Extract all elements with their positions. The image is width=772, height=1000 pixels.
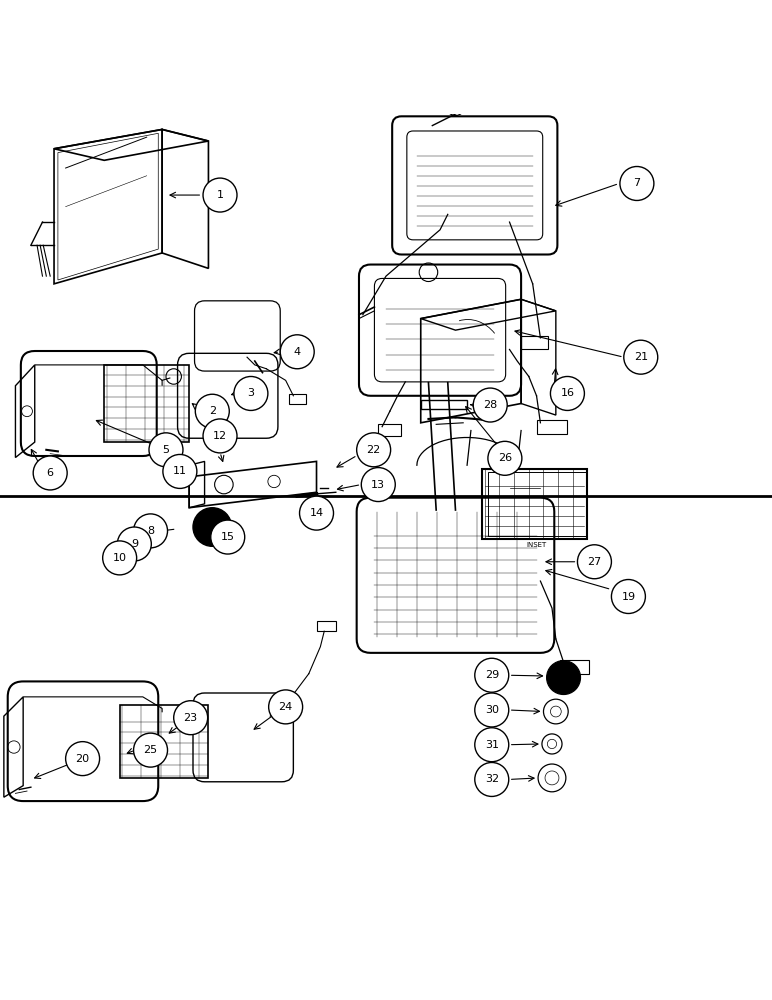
Bar <box>488 472 586 536</box>
Circle shape <box>611 580 645 613</box>
Text: 10: 10 <box>113 553 127 563</box>
Circle shape <box>149 433 183 467</box>
Bar <box>290 394 306 403</box>
Bar <box>104 365 189 442</box>
Circle shape <box>475 693 509 727</box>
Circle shape <box>163 454 197 488</box>
Circle shape <box>33 456 67 490</box>
Circle shape <box>473 388 507 422</box>
Text: 26: 26 <box>498 453 512 463</box>
Text: 22: 22 <box>367 445 381 455</box>
Circle shape <box>577 545 611 579</box>
Text: 15: 15 <box>221 532 235 542</box>
Text: 20: 20 <box>76 754 90 764</box>
Circle shape <box>134 733 168 767</box>
Text: 1: 1 <box>216 190 224 200</box>
Text: 28: 28 <box>483 400 497 410</box>
Circle shape <box>193 508 232 546</box>
Circle shape <box>203 178 237 212</box>
Bar <box>560 660 589 674</box>
Text: 23: 23 <box>184 713 198 723</box>
Text: 27: 27 <box>587 557 601 567</box>
Circle shape <box>547 661 581 695</box>
Circle shape <box>195 394 229 428</box>
Text: 2: 2 <box>208 406 216 416</box>
Circle shape <box>203 419 237 453</box>
Text: 32: 32 <box>485 774 499 784</box>
Circle shape <box>134 514 168 548</box>
Text: 29: 29 <box>485 670 499 680</box>
Text: 5: 5 <box>162 445 170 455</box>
Text: 19: 19 <box>621 591 635 601</box>
Circle shape <box>550 376 584 410</box>
Bar <box>510 477 540 492</box>
Circle shape <box>357 433 391 467</box>
Bar <box>120 705 208 778</box>
Circle shape <box>66 742 100 776</box>
Bar <box>378 424 401 436</box>
Text: 30: 30 <box>485 705 499 715</box>
Circle shape <box>300 496 334 530</box>
Circle shape <box>475 728 509 762</box>
Circle shape <box>620 166 654 200</box>
Bar <box>521 336 548 349</box>
Bar <box>482 469 587 539</box>
Text: 11: 11 <box>173 466 187 476</box>
Text: 13: 13 <box>371 480 385 490</box>
Circle shape <box>475 658 509 692</box>
Text: 14: 14 <box>310 508 323 518</box>
Text: 24: 24 <box>279 702 293 712</box>
Circle shape <box>103 541 137 575</box>
Circle shape <box>475 762 509 796</box>
Circle shape <box>211 520 245 554</box>
Text: 7: 7 <box>633 178 641 188</box>
Circle shape <box>234 376 268 410</box>
Text: 16: 16 <box>560 388 574 398</box>
Text: 31: 31 <box>485 740 499 750</box>
Circle shape <box>269 690 303 724</box>
Bar <box>537 420 567 434</box>
Circle shape <box>488 441 522 475</box>
Text: 6: 6 <box>46 468 54 478</box>
Circle shape <box>280 335 314 369</box>
Circle shape <box>174 701 208 735</box>
Bar <box>317 621 336 631</box>
Text: INSET: INSET <box>527 542 547 548</box>
Text: 3: 3 <box>247 388 255 398</box>
Text: 8: 8 <box>147 526 154 536</box>
Circle shape <box>117 527 151 561</box>
Text: 4: 4 <box>293 347 301 357</box>
Text: 9: 9 <box>130 539 138 549</box>
Circle shape <box>624 340 658 374</box>
Text: 12: 12 <box>213 431 227 441</box>
Circle shape <box>361 468 395 502</box>
Text: 25: 25 <box>144 745 157 755</box>
Text: 21: 21 <box>634 352 648 362</box>
